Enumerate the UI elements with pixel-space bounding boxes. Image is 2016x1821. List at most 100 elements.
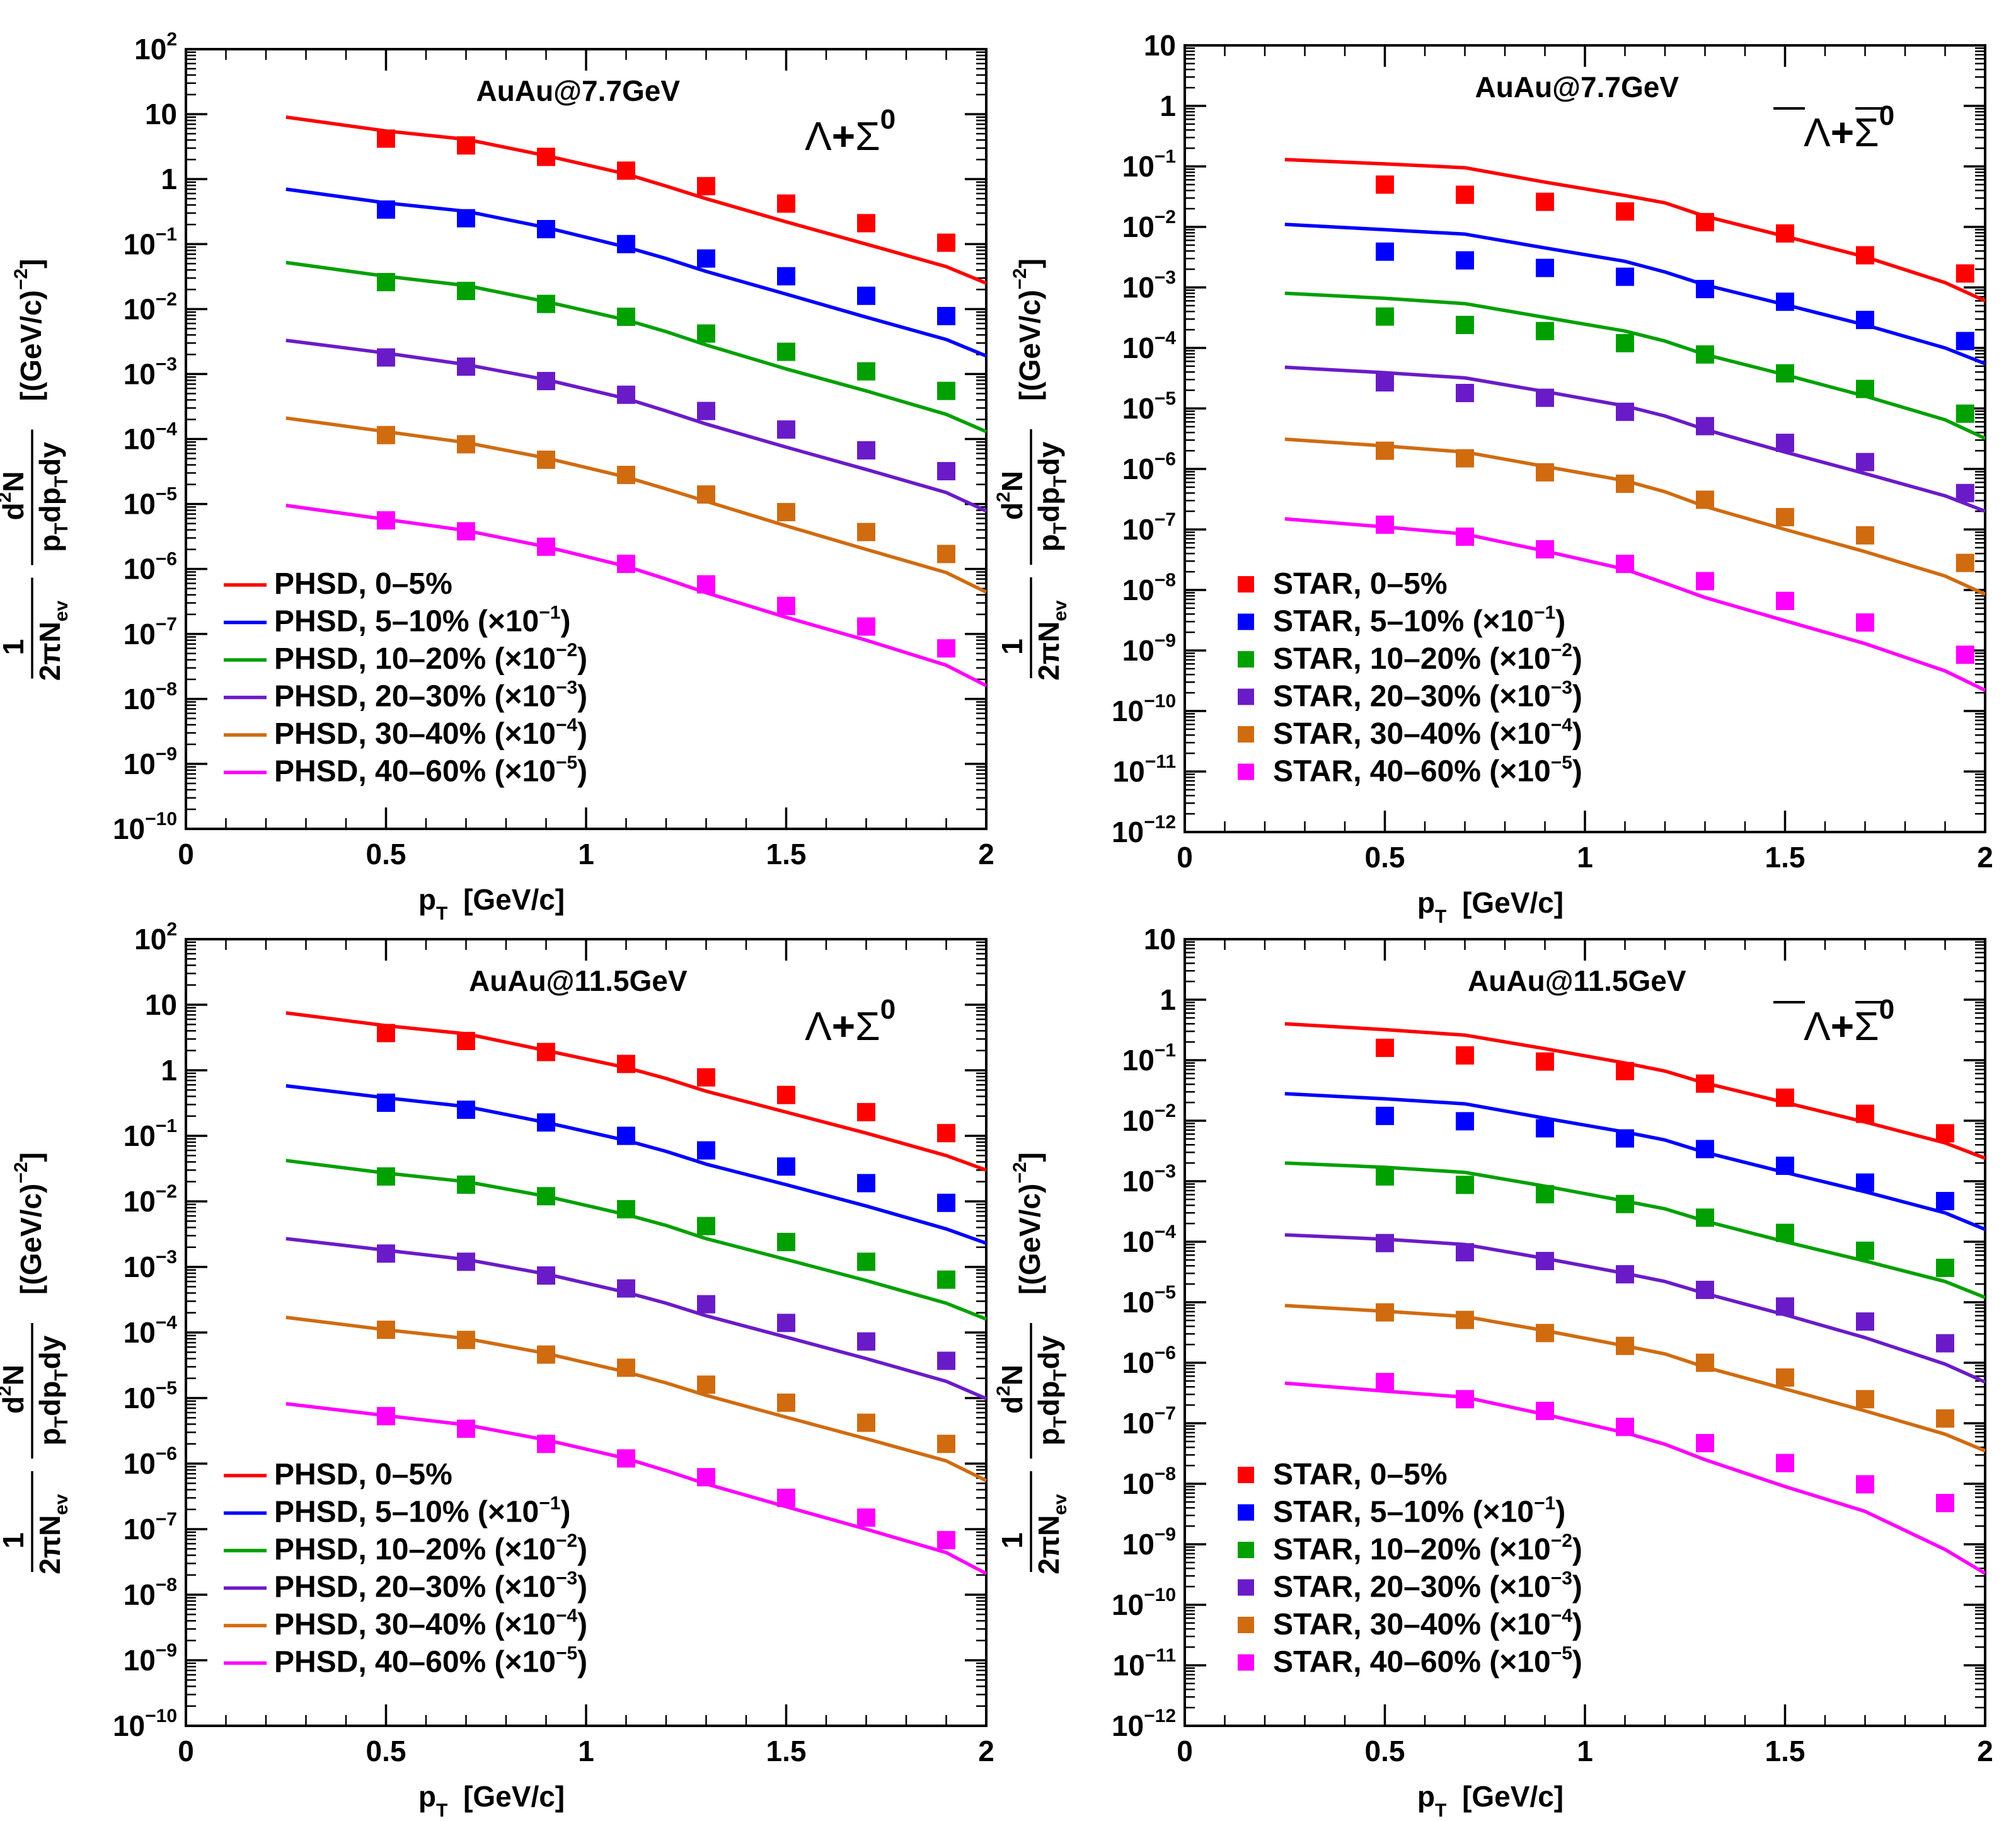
y-tick-label: 10 xyxy=(1144,923,1176,956)
star-data-point xyxy=(1536,1252,1554,1271)
series-2 xyxy=(285,187,988,358)
legend-square-marker xyxy=(1238,1542,1254,1558)
y-tick-label: 10−5 xyxy=(124,484,177,521)
star-data-point xyxy=(777,194,795,213)
star-data-point xyxy=(457,1031,475,1050)
y-title-frac2-den: pTdpTdy xyxy=(33,442,72,552)
star-data-point xyxy=(617,1126,635,1145)
star-data-point xyxy=(857,362,875,381)
y-tick-label: 1 xyxy=(1160,90,1176,122)
star-data-point xyxy=(1696,417,1714,436)
y-tick-label: 10−10 xyxy=(113,1706,177,1742)
y-tick-label: 10−7 xyxy=(1122,1403,1176,1440)
star-data-point xyxy=(1456,1310,1474,1329)
x-tick-label: 1.5 xyxy=(766,838,807,870)
star-data-point xyxy=(697,249,715,268)
legend-entry: STAR, 20–30% (×10−3) xyxy=(1273,678,1582,714)
legend-entry: PHSD, 10–20% (×10−2) xyxy=(274,640,587,676)
phsd-curve xyxy=(285,1237,988,1401)
particle-label: Λ+Σ0 xyxy=(805,994,896,1049)
series-4 xyxy=(285,1237,988,1401)
y-tick-label: 10−12 xyxy=(1112,1706,1176,1742)
x-axis-title: pT [GeV/c] xyxy=(1417,886,1564,927)
star-data-point xyxy=(457,282,475,301)
star-data-point xyxy=(937,1351,955,1370)
star-data-point xyxy=(1456,185,1474,204)
star-data-point xyxy=(1936,1258,1954,1277)
chart-panel-top-left: 0 0.5 1 1.5 2 102 10 1 10−1 10−2 10−3 10−4 10−5 10−6 1… xyxy=(0,29,994,924)
phsd-curve xyxy=(1284,365,1986,513)
y-title-frac2-den: pTdpTdy xyxy=(1032,441,1071,552)
y-title-unit: [(GeV/c)−2] xyxy=(1010,258,1046,401)
y-tick-label: 10−8 xyxy=(1122,570,1176,606)
y-tick-label: 102 xyxy=(134,919,177,956)
star-data-point xyxy=(1376,1303,1394,1322)
star-data-point xyxy=(1456,1243,1474,1262)
star-data-point xyxy=(697,1217,715,1235)
star-data-point xyxy=(1696,280,1714,299)
star-data-point xyxy=(537,1435,555,1454)
star-data-point xyxy=(777,342,795,361)
star-data-point xyxy=(1536,192,1554,211)
x-tick-label: 1 xyxy=(1577,1735,1593,1767)
star-data-point xyxy=(1456,527,1474,546)
y-tick-label: 10−10 xyxy=(113,809,177,845)
legend: PHSD, 0–5%PHSD, 5–10% (×10−1)PHSD, 10–20… xyxy=(224,1458,587,1679)
series-6 xyxy=(1284,515,1986,692)
star-data-point xyxy=(537,450,555,469)
star-data-point xyxy=(1956,483,1974,502)
star-data-point xyxy=(1376,515,1394,534)
phsd-curve xyxy=(285,416,988,594)
star-data-point xyxy=(617,308,635,327)
phsd-curve xyxy=(1284,1161,1986,1299)
star-data-point xyxy=(457,1419,475,1438)
star-data-point xyxy=(617,385,635,404)
legend-entry: STAR, 10–20% (×10−2) xyxy=(1273,640,1582,676)
star-data-point xyxy=(1616,333,1634,352)
legend-entry: PHSD, 10–20% (×10−2) xyxy=(274,1530,587,1566)
x-tick-label: 1 xyxy=(578,1735,594,1767)
legend-entry: STAR, 5–10% (×10−1) xyxy=(1273,1493,1565,1529)
star-data-point xyxy=(857,441,875,460)
y-title-frac1-den: 2πNev xyxy=(33,1494,72,1575)
star-data-point xyxy=(1696,490,1714,509)
legend-entry: PHSD, 40–60% (×10−5) xyxy=(274,753,587,789)
phsd-curve xyxy=(1284,1092,1986,1231)
star-data-point xyxy=(537,219,555,238)
star-data-point xyxy=(537,1266,555,1285)
star-data-point xyxy=(777,267,795,286)
star-data-point xyxy=(1456,1390,1474,1409)
y-tick-label: 10 xyxy=(145,988,177,1021)
legend: PHSD, 0–5%PHSD, 5–10% (×10−1)PHSD, 10–20… xyxy=(224,567,587,789)
star-data-point xyxy=(1376,1106,1394,1125)
particle-label: Λ+Σ0 xyxy=(1773,100,1894,155)
star-data-point xyxy=(1376,373,1394,392)
legend-entry: STAR, 40–60% (×10−5) xyxy=(1273,1643,1582,1679)
star-data-point xyxy=(1536,321,1554,340)
star-data-point xyxy=(857,1332,875,1351)
y-title-frac1-den: 2πNev xyxy=(1032,600,1071,681)
star-data-point xyxy=(937,1530,955,1549)
y-title-frac1-num: 1 xyxy=(0,1532,30,1549)
star-data-point xyxy=(1856,453,1874,471)
phsd-curve xyxy=(1284,517,1986,692)
phsd-curve xyxy=(1284,1304,1986,1453)
star-data-point xyxy=(457,522,475,541)
star-data-point xyxy=(537,372,555,391)
star-data-point xyxy=(857,286,875,305)
star-data-point xyxy=(377,273,395,292)
star-data-point xyxy=(1696,1140,1714,1159)
y-tick-label: 10−5 xyxy=(124,1378,177,1414)
star-data-point xyxy=(1776,1454,1794,1472)
particle-label-text: Λ+Σ0 xyxy=(805,994,896,1049)
legend-entry: PHSD, 5–10% (×10−1) xyxy=(274,603,570,639)
series-3 xyxy=(285,1159,988,1321)
y-tick-label: 10−1 xyxy=(1122,146,1176,183)
star-data-point xyxy=(1956,553,1974,572)
y-tick-label: 1 xyxy=(161,163,177,195)
star-data-point xyxy=(457,1331,475,1350)
star-data-point xyxy=(1776,292,1794,311)
star-data-point xyxy=(777,596,795,615)
star-data-point xyxy=(937,462,955,481)
star-data-point xyxy=(1936,1409,1954,1428)
